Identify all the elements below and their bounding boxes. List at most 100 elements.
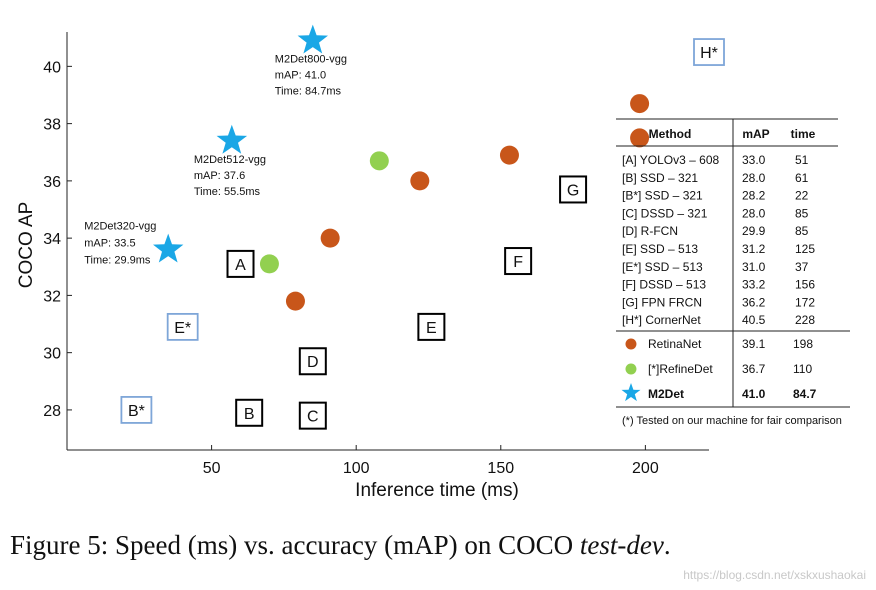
box-marker-frame <box>504 247 533 276</box>
results-table: Method mAP time [A] YOLOv3 – 608 33.0 51 [B] S… <box>616 118 850 427</box>
legend-star-icon <box>621 383 641 402</box>
legend-time-cell: 110 <box>793 362 812 376</box>
point-annotation: M2Det320-vgg <box>84 221 156 233</box>
box-marker-f: F <box>504 247 533 276</box>
legend-map-cell: 39.1 <box>742 337 766 351</box>
table-time-cell: 22 <box>795 189 809 203</box>
box-marker-label: E* <box>174 320 191 337</box>
box-marker-b: B <box>235 398 264 427</box>
table-map-cell: 31.2 <box>742 242 766 256</box>
box-marker-label: F <box>513 254 523 271</box>
data-points: M2Det320-vgg mAP: 33.5 Time: 29.9ms M2Det51… <box>84 24 650 311</box>
box-marker-frame <box>417 312 446 341</box>
box-marker-c: C <box>298 401 327 430</box>
box-marker-g: G <box>559 175 588 204</box>
legend-time-cell: 84.7 <box>793 387 817 401</box>
m2det-star-point <box>216 124 248 154</box>
table-map-cell: 28.0 <box>742 206 766 220</box>
box-marker-e: E <box>417 312 446 341</box>
y-tick-label: 40 <box>43 59 61 76</box>
table-time-cell: 61 <box>795 171 809 185</box>
box-marker-frame <box>298 347 327 376</box>
table-header-cell: Method <box>649 127 692 141</box>
y-axis-ticks: 28 30 32 34 36 38 40 <box>43 59 72 420</box>
table-map-cell: 28.2 <box>742 189 766 203</box>
box-marker-e-star: E* <box>166 312 199 341</box>
legend-map-cell: 36.7 <box>742 362 766 376</box>
table-method-cell: [B*] SSD – 321 <box>622 189 703 203</box>
point-annotation: Time: 29.9ms <box>84 255 151 267</box>
method-box-markers: A B B* C D E E* F G H* <box>120 38 725 430</box>
table-time-cell: 51 <box>795 153 809 167</box>
box-marker-frame <box>120 396 153 424</box>
caption-prefix: Figure 5: Speed (ms) vs. accuracy (mAP) … <box>10 530 580 560</box>
caption-suffix: . <box>663 530 671 560</box>
retinanet-point <box>630 94 650 114</box>
box-marker-frame <box>226 249 255 278</box>
box-marker-h-star: H* <box>693 38 725 66</box>
x-axis-label: Inference time (ms) <box>355 480 519 501</box>
retinanet-point <box>410 171 430 191</box>
retinanet-point <box>630 128 650 148</box>
point-annotation: mAP: 37.6 <box>194 170 245 182</box>
table-map-cell: 28.0 <box>742 171 766 185</box>
table-map-cell: 40.5 <box>742 313 766 327</box>
table-time-cell: 228 <box>795 313 815 327</box>
legend-circle-icon <box>625 338 637 350</box>
table-footnote: (*) Tested on our machine for fair compa… <box>622 415 842 427</box>
box-marker-frame <box>166 312 199 341</box>
x-tick-label: 200 <box>632 460 659 477</box>
table-map-cell: 33.2 <box>742 278 766 292</box>
point-annotation: Time: 55.5ms <box>194 186 261 198</box>
table-method-cell: [B] SSD – 321 <box>622 171 698 185</box>
table-method-cell: [F] DSSD – 513 <box>622 278 706 292</box>
box-marker-label: B <box>244 406 255 423</box>
box-marker-label: E <box>426 320 437 337</box>
legend-method-cell: M2Det <box>648 387 684 401</box>
y-tick-label: 34 <box>43 231 61 248</box>
y-tick-label: 32 <box>43 288 61 305</box>
legend-method-cell: RetinaNet <box>648 337 702 351</box>
box-marker-label: B* <box>128 403 145 420</box>
box-marker-label: G <box>567 182 579 199</box>
scatter-chart: 28 30 32 34 36 38 40 50 100 150 200 COCO AP Infer… <box>16 24 850 501</box>
box-marker-label: A <box>235 257 246 274</box>
box-marker-frame <box>559 175 588 204</box>
table-method-cell: [E*] SSD – 513 <box>622 260 703 274</box>
table-method-cell: [E] SSD – 513 <box>622 242 698 256</box>
box-marker-b-star: B* <box>120 396 153 424</box>
box-marker-frame <box>693 38 725 66</box>
retinanet-point <box>285 291 305 311</box>
table-map-cell: 33.0 <box>742 153 766 167</box>
figure-caption: Figure 5: Speed (ms) vs. accuracy (mAP) … <box>10 530 671 561</box>
point-annotation: M2Det800-vgg <box>275 54 347 66</box>
x-axis-ticks: 50 100 150 200 <box>203 445 659 477</box>
y-axis-label: COCO AP <box>16 202 37 289</box>
table-method-cell: [D] R-FCN <box>622 224 678 238</box>
m2det-star-point <box>297 24 328 54</box>
table-method-cell: [A] YOLOv3 – 608 <box>622 153 719 167</box>
box-marker-label: C <box>307 409 319 426</box>
x-tick-label: 150 <box>487 460 514 477</box>
y-tick-label: 30 <box>43 346 61 363</box>
y-tick-label: 38 <box>43 117 61 134</box>
box-marker-label: H* <box>700 45 718 62</box>
box-marker-a: A <box>226 249 255 278</box>
table-time-cell: 37 <box>795 260 809 274</box>
table-method-cell: [C] DSSD – 321 <box>622 206 708 220</box>
point-annotation: M2Det512-vgg <box>194 154 266 166</box>
box-marker-frame <box>298 401 327 430</box>
table-header-cell: mAP <box>742 127 769 141</box>
table-header-cell: time <box>791 127 816 141</box>
box-marker-label: D <box>307 354 319 371</box>
refinedet-point <box>369 151 389 171</box>
table-time-cell: 85 <box>795 206 809 220</box>
y-tick-label: 36 <box>43 174 61 191</box>
table-map-cell: 29.9 <box>742 224 766 238</box>
retinanet-point <box>320 228 340 248</box>
table-time-cell: 85 <box>795 224 809 238</box>
legend-circle-icon <box>625 363 637 375</box>
caption-italic: test-dev <box>579 530 664 560</box>
retinanet-point <box>499 145 519 165</box>
table-time-cell: 172 <box>795 295 815 309</box>
